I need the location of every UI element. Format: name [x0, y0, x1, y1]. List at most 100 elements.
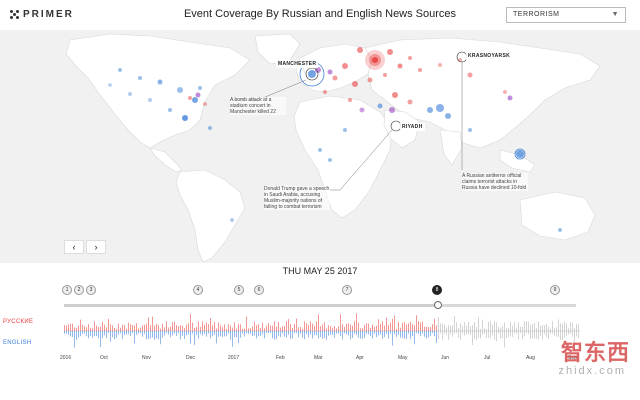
english-dot	[445, 113, 451, 119]
english-coverage-bar	[102, 331, 103, 339]
russian-coverage-bar	[282, 326, 283, 331]
event-marker[interactable]: 5	[234, 285, 244, 295]
english-dot	[308, 70, 316, 78]
continent-south-america	[175, 169, 246, 263]
russian-coverage-bar	[372, 324, 373, 331]
english-coverage-bar	[224, 331, 225, 337]
english-coverage-bar	[358, 331, 359, 338]
krasnoyarsk-label[interactable]: KRASNOYARSK	[466, 52, 513, 60]
event-marker[interactable]: 7	[342, 285, 352, 295]
english-coverage-bar	[178, 331, 179, 334]
event-marker[interactable]: 4	[193, 285, 203, 295]
english-coverage-bar	[144, 331, 145, 334]
russian-coverage-bar	[106, 327, 107, 331]
map-next-button[interactable]: ›	[86, 240, 106, 254]
watermark: 智东西 zhidx.com	[538, 335, 630, 385]
russian-coverage-bar	[482, 319, 483, 331]
english-coverage-bar	[130, 331, 131, 336]
russian-coverage-bar	[112, 325, 113, 331]
english-coverage-bar	[328, 331, 329, 336]
english-coverage-bar	[246, 331, 247, 334]
russian-coverage-bar	[366, 323, 367, 331]
timeline-slider-handle[interactable]	[433, 301, 442, 309]
english-coverage-bar	[348, 331, 349, 336]
english-coverage-bar	[306, 331, 307, 334]
russian-coverage-bar	[156, 323, 157, 331]
russian-coverage-bar	[294, 323, 295, 331]
event-marker[interactable]: 1	[62, 285, 72, 295]
russian-coverage-bar	[566, 323, 567, 331]
english-coverage-bar	[90, 331, 91, 337]
russian-coverage-bar	[494, 321, 495, 331]
timeline-slider-track[interactable]	[64, 304, 576, 307]
english-coverage-bar	[398, 331, 399, 336]
english-coverage-bar	[562, 331, 563, 340]
russian-coverage-bar	[346, 323, 347, 331]
russian-coverage-bar	[72, 323, 73, 331]
english-dot	[558, 228, 562, 232]
english-coverage-bar	[228, 331, 229, 334]
topic-select[interactable]: TERRORISM ▼	[506, 7, 626, 23]
event-marker[interactable]: 3	[86, 285, 96, 295]
event-marker[interactable]: 9	[550, 285, 560, 295]
russian-coverage-bar	[280, 327, 281, 331]
continent-north-america	[65, 33, 251, 149]
english-coverage-bar	[154, 331, 155, 340]
russian-coverage-bar	[546, 324, 547, 331]
russian-coverage-bar	[378, 319, 379, 331]
russian-coverage-bar	[138, 328, 139, 331]
english-dot	[138, 76, 142, 80]
english-coverage-bar	[128, 331, 129, 335]
english-dot	[343, 128, 347, 132]
english-coverage-bar	[360, 331, 361, 339]
primer-logo[interactable]: PRIMER	[10, 9, 74, 20]
russian-coverage-bar	[166, 321, 167, 331]
russian-coverage-bar	[486, 328, 487, 331]
russian-coverage-bar	[194, 327, 195, 331]
english-coverage-bar	[352, 331, 353, 339]
english-coverage-bar	[326, 331, 327, 340]
world-map[interactable]: MANCHESTER KRASNOYARSK RIYADH A bomb att…	[0, 30, 640, 263]
russian-coverage-bar	[538, 321, 539, 331]
english-coverage-bar	[256, 331, 257, 339]
russian-coverage-bar	[402, 322, 403, 331]
english-coverage-bar	[238, 331, 239, 344]
russian-coverage-bar	[528, 321, 529, 331]
russian-coverage-bar	[164, 327, 165, 331]
russian-coverage-bar	[178, 326, 179, 331]
event-marker[interactable]: 8	[432, 285, 442, 295]
english-coverage-bar	[406, 331, 407, 339]
english-coverage-bar	[448, 331, 449, 340]
english-coverage-bar	[558, 331, 559, 338]
english-coverage-bar	[316, 331, 317, 336]
russian-coverage-bar	[134, 325, 135, 331]
russian-coverage-bar	[184, 327, 185, 331]
russian-coverage-bar	[100, 326, 101, 331]
event-marker[interactable]: 2	[74, 285, 84, 295]
english-coverage-bar	[550, 331, 551, 335]
english-coverage-bar	[110, 331, 111, 342]
map-prev-button[interactable]: ‹	[64, 240, 84, 254]
axis-tick-label: Oct	[100, 355, 108, 361]
axis-tick-label: Feb	[276, 355, 285, 361]
english-coverage-bar	[150, 331, 151, 339]
english-coverage-bar	[376, 331, 377, 338]
event-marker[interactable]: 6	[254, 285, 264, 295]
russian-coverage-bar	[434, 318, 435, 331]
russian-coverage-bar	[240, 324, 241, 331]
english-coverage-bar	[572, 331, 573, 337]
riyadh-label[interactable]: RIYADH	[400, 123, 425, 131]
manchester-label[interactable]: MANCHESTER	[276, 60, 319, 68]
russian-coverage-bar	[348, 323, 349, 331]
english-dot	[157, 79, 163, 85]
russian-coverage-bar	[288, 319, 289, 331]
russian-coverage-bar	[476, 327, 477, 331]
russian-coverage-bar	[114, 327, 115, 331]
english-coverage-bar	[554, 331, 555, 336]
english-coverage-bar	[458, 331, 459, 338]
english-coverage-bar	[388, 331, 389, 339]
coverage-sparkline[interactable]	[0, 311, 640, 351]
english-coverage-bar	[574, 331, 575, 347]
english-coverage-bar	[320, 331, 321, 337]
russian-coverage-bar	[354, 321, 355, 331]
